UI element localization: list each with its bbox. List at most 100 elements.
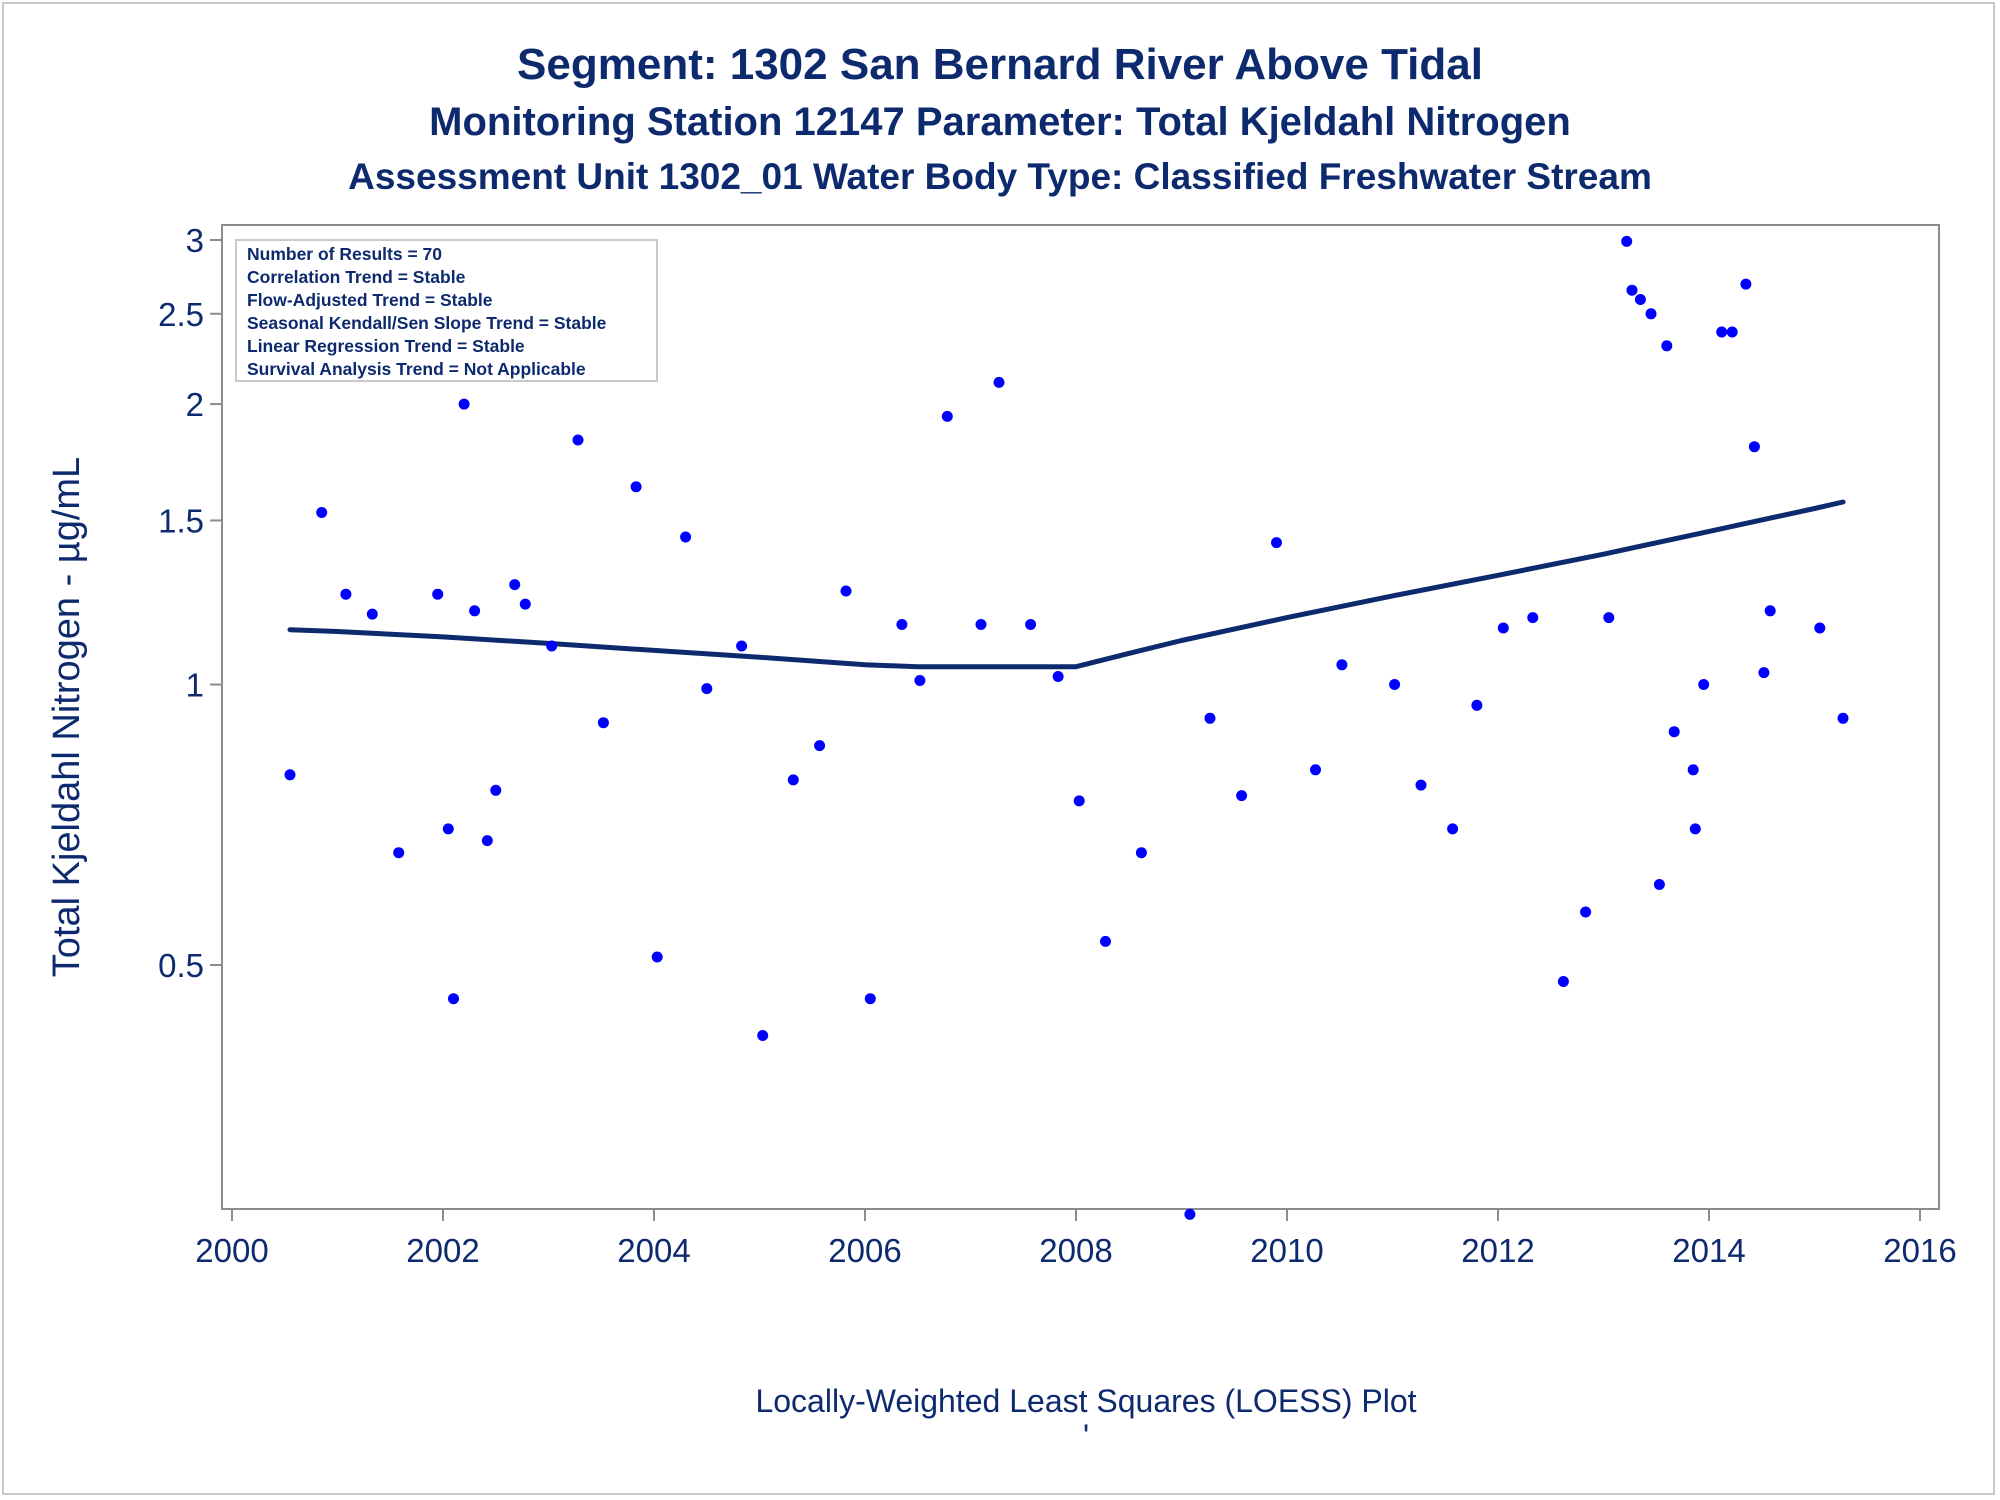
data-point [1310,764,1321,776]
data-point [393,847,405,859]
legend-line: Flow-Adjusted Trend = Stable [247,290,493,310]
chart-title: Segment: 1302 San Bernard River Above Ti… [517,40,1483,89]
data-point [469,605,481,617]
data-point [1389,679,1401,690]
y-tick-label-2: 2 [186,386,204,423]
legend-line: Correlation Trend = Stable [247,267,466,287]
legend-line: Number of Results = 70 [247,244,442,264]
data-point [546,640,558,652]
data-point [519,598,531,610]
loess-line [287,499,1846,670]
legend-line: Seasonal Kendall/Sen Slope Trend = Stabl… [247,313,607,333]
x-tick-label-2000: 2000 [195,1232,268,1269]
data-point [1626,284,1638,296]
x-tick-label-2008: 2008 [1039,1232,1112,1269]
x-tick-label-2006: 2006 [828,1232,901,1269]
data-point [1758,667,1770,679]
data-point [975,619,987,630]
data-point [651,951,663,963]
y-tick-label-2.5: 2.5 [158,296,204,333]
data-point [787,774,799,786]
data-point [1716,326,1728,338]
data-point [1621,235,1633,247]
y-tick-label-3: 3 [186,222,204,259]
data-point [757,1030,769,1041]
data-point [1740,278,1752,290]
y-axis-label: Total Kjeldahl Nitrogen - µg/mL [46,457,88,977]
legend-line: Linear Regression Trend = Stable [247,336,525,356]
data-point [864,993,876,1005]
data-point [914,675,926,686]
data-point [490,784,502,796]
data-point [1527,612,1539,624]
legend-frame [235,239,658,382]
data-point [1025,619,1037,630]
data-point [1645,308,1657,320]
data-point [1135,847,1147,859]
plot-area-border [221,224,1940,1210]
data-point [1764,605,1776,617]
data-point [1603,612,1615,624]
data-point [1814,622,1826,634]
x-tick-label-2016: 2016 [1883,1232,1956,1269]
data-point [1052,671,1064,682]
footer-tick-mark: ' [1083,1418,1089,1454]
data-point [1236,790,1248,802]
data-point [284,769,296,781]
data-point [1726,326,1738,338]
data-point [1748,441,1760,453]
y-tick-label-0.5: 0.5 [158,947,204,984]
x-tick-label-2002: 2002 [406,1232,479,1269]
data-point [448,993,459,1005]
x-tick-label-2010: 2010 [1250,1232,1323,1269]
data-point [1634,294,1646,305]
x-tick-label-2012: 2012 [1461,1232,1534,1269]
data-point [1100,935,1111,947]
data-point [814,740,826,752]
legend-box: Number of Results = 70 Correlation Trend … [235,239,658,382]
data-point [680,531,692,543]
data-point [1447,823,1459,835]
data-point [1689,823,1701,835]
data-point [1580,906,1592,918]
data-point [993,376,1005,388]
x-tick-label-2004: 2004 [617,1232,690,1269]
data-point [1073,795,1085,807]
data-point [736,640,748,652]
data-point [432,588,444,600]
data-point [1687,764,1699,776]
y-tick-label-1.5: 1.5 [158,502,204,539]
data-point [340,588,352,600]
data-point [509,579,521,591]
data-point [366,608,378,620]
data-point [1557,976,1569,987]
data-point [701,683,713,695]
data-point [1837,712,1849,724]
data-point [481,835,493,847]
data-point [572,434,584,446]
axes: 0.5 1 1.5 2 2.5 3 2000 2002 2004 2006 2008 2010 2012… [158,222,1957,1269]
data-points [284,235,1849,1220]
chart-subtitle-assessment: Assessment Unit 1302_01 Water Body Type:… [348,156,1652,197]
chart-subtitle-station: Monitoring Station 12147 Parameter: Tota… [429,100,1571,144]
data-point [458,398,470,410]
data-point [1668,726,1680,738]
data-point [316,507,328,518]
data-point [941,410,953,422]
data-point [1271,537,1282,549]
data-point [1204,712,1216,724]
footer-caption: Locally-Weighted Least Squares (LOESS) P… [755,1383,1416,1419]
data-point [1415,779,1427,791]
data-point [896,619,908,630]
data-point [630,481,642,493]
data-point [840,585,852,597]
y-tick-label-1: 1 [186,667,204,704]
data-point [1698,679,1710,690]
data-point [442,823,454,835]
legend-line: Survival Analysis Trend = Not Applicable [247,359,586,379]
x-tick-label-2014: 2014 [1672,1232,1745,1269]
data-point [1471,699,1483,711]
loess-curve [287,499,1846,670]
